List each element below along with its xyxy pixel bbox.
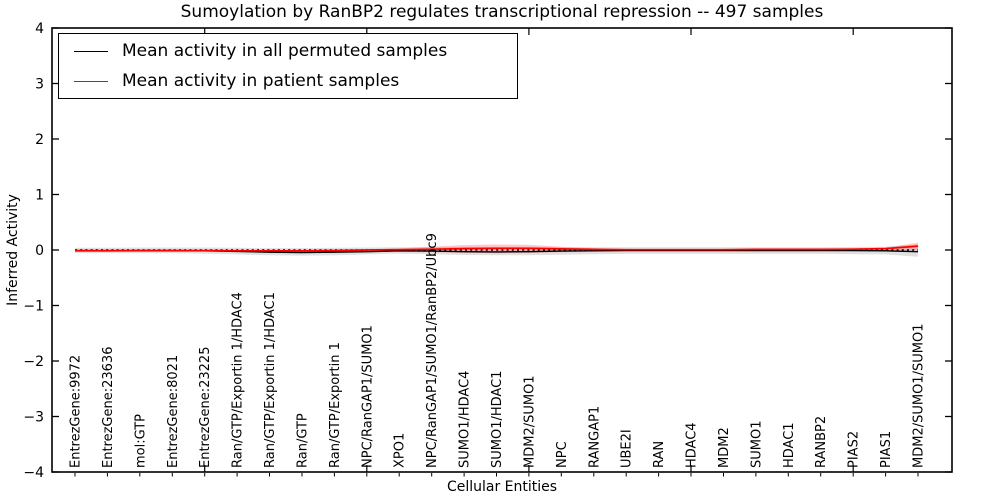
patient-line-sample-icon — [74, 80, 108, 82]
y-tick-label: −4 — [23, 465, 44, 481]
x-category-label: MDM2/SUMO1 — [522, 375, 537, 468]
x-category-label: HDAC1 — [782, 422, 797, 468]
x-category-label: MDM2 — [717, 427, 732, 468]
chart-title: Sumoylation by RanBP2 regulates transcri… — [180, 2, 824, 22]
x-category-label: EntrezGene:23636 — [101, 347, 116, 468]
x-category-label: PIAS2 — [847, 431, 862, 468]
x-category-label: MDM2/SUMO1/SUMO1 — [912, 324, 927, 468]
x-category-label: XPO1 — [393, 433, 408, 468]
permuted-line-sample-icon — [74, 50, 108, 52]
x-category-label: RANBP2 — [814, 416, 829, 468]
x-category-label: SUMO1/HDAC1 — [490, 371, 505, 468]
x-category-label: SUMO1 — [749, 421, 764, 469]
x-category-label: Ran/GTP/Exportin 1/HDAC1 — [263, 292, 278, 468]
y-tick-label: −2 — [23, 354, 44, 370]
x-category-label: UBE2I — [620, 429, 635, 468]
x-category-label: PIAS1 — [879, 431, 894, 468]
y-tick-label: 4 — [35, 21, 44, 37]
x-category-label: mol:GTP — [133, 414, 148, 468]
x-category-label: NPC/RanGAP1/SUMO1/RanBP2/Ubc9 — [425, 233, 440, 468]
x-category-label: NPC/RanGAP1/SUMO1 — [360, 325, 375, 468]
y-tick-label: 3 — [35, 77, 44, 93]
x-axis-label: Cellular Entities — [446, 479, 558, 495]
x-category-label: EntrezGene:9972 — [69, 355, 84, 468]
y-tick-label: −1 — [23, 299, 44, 315]
legend-label-permuted: Mean activity in all permuted samples — [122, 41, 448, 61]
legend-entry-patient: Mean activity in patient samples — [59, 66, 517, 96]
patient-mean-line — [75, 245, 919, 252]
x-category-label: RAN — [652, 441, 667, 468]
y-tick-label: 2 — [35, 132, 44, 148]
x-category-label: HDAC4 — [685, 422, 700, 468]
y-tick-label: −3 — [23, 410, 44, 426]
x-category-label: SUMO1/HDAC4 — [458, 371, 473, 468]
x-category-label: NPC — [555, 441, 570, 468]
x-category-label: RANGAP1 — [587, 406, 602, 468]
y-tick-label: 0 — [35, 243, 44, 259]
x-category-label: Ran/GTP/Exportin 1 — [328, 342, 343, 468]
x-category-label: EntrezGene:8021 — [166, 355, 181, 468]
y-axis-label: Inferred Activity — [5, 194, 21, 306]
x-category-label: Ran/GTP/Exportin 1/HDAC4 — [231, 292, 246, 468]
x-category-label: EntrezGene:23225 — [198, 347, 213, 468]
x-category-label: Ran/GTP — [296, 413, 311, 468]
legend-label-patient: Mean activity in patient samples — [122, 71, 400, 91]
legend: Mean activity in all permuted samples Me… — [58, 33, 518, 99]
y-tick-label: 1 — [35, 188, 44, 204]
legend-entry-permuted: Mean activity in all permuted samples — [59, 36, 517, 66]
